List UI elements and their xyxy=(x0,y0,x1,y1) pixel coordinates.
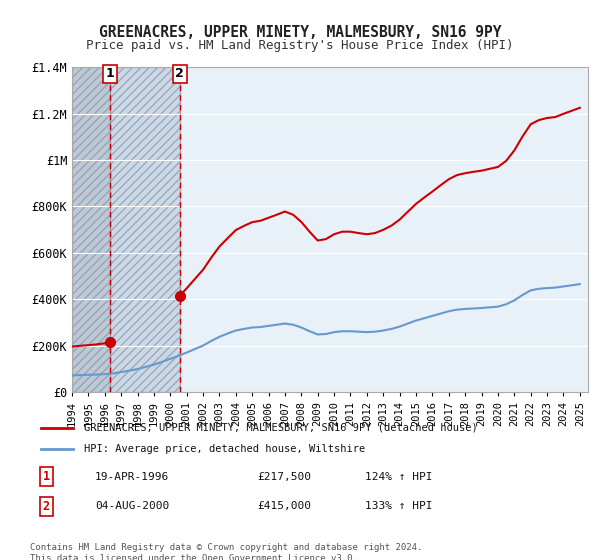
Text: £217,500: £217,500 xyxy=(257,472,311,482)
Text: 04-AUG-2000: 04-AUG-2000 xyxy=(95,501,169,511)
Text: HPI: Average price, detached house, Wiltshire: HPI: Average price, detached house, Wilt… xyxy=(84,444,365,454)
Text: Contains HM Land Registry data © Crown copyright and database right 2024.
This d: Contains HM Land Registry data © Crown c… xyxy=(30,543,422,560)
Text: 133% ↑ HPI: 133% ↑ HPI xyxy=(365,501,432,511)
Bar xyxy=(110,67,180,392)
Text: 1: 1 xyxy=(43,470,50,483)
Text: 2: 2 xyxy=(43,500,50,512)
Text: 1: 1 xyxy=(106,67,114,80)
Bar xyxy=(72,67,110,392)
Bar xyxy=(110,67,180,392)
Text: 19-APR-1996: 19-APR-1996 xyxy=(95,472,169,482)
Text: Price paid vs. HM Land Registry's House Price Index (HPI): Price paid vs. HM Land Registry's House … xyxy=(86,39,514,52)
Text: GREENACRES, UPPER MINETY, MALMESBURY, SN16 9PY: GREENACRES, UPPER MINETY, MALMESBURY, SN… xyxy=(99,25,501,40)
Text: £415,000: £415,000 xyxy=(257,501,311,511)
Text: 2: 2 xyxy=(175,67,184,80)
Text: 124% ↑ HPI: 124% ↑ HPI xyxy=(365,472,432,482)
Bar xyxy=(72,67,110,392)
Text: GREENACRES, UPPER MINETY, MALMESBURY, SN16 9PY (detached house): GREENACRES, UPPER MINETY, MALMESBURY, SN… xyxy=(84,423,478,433)
